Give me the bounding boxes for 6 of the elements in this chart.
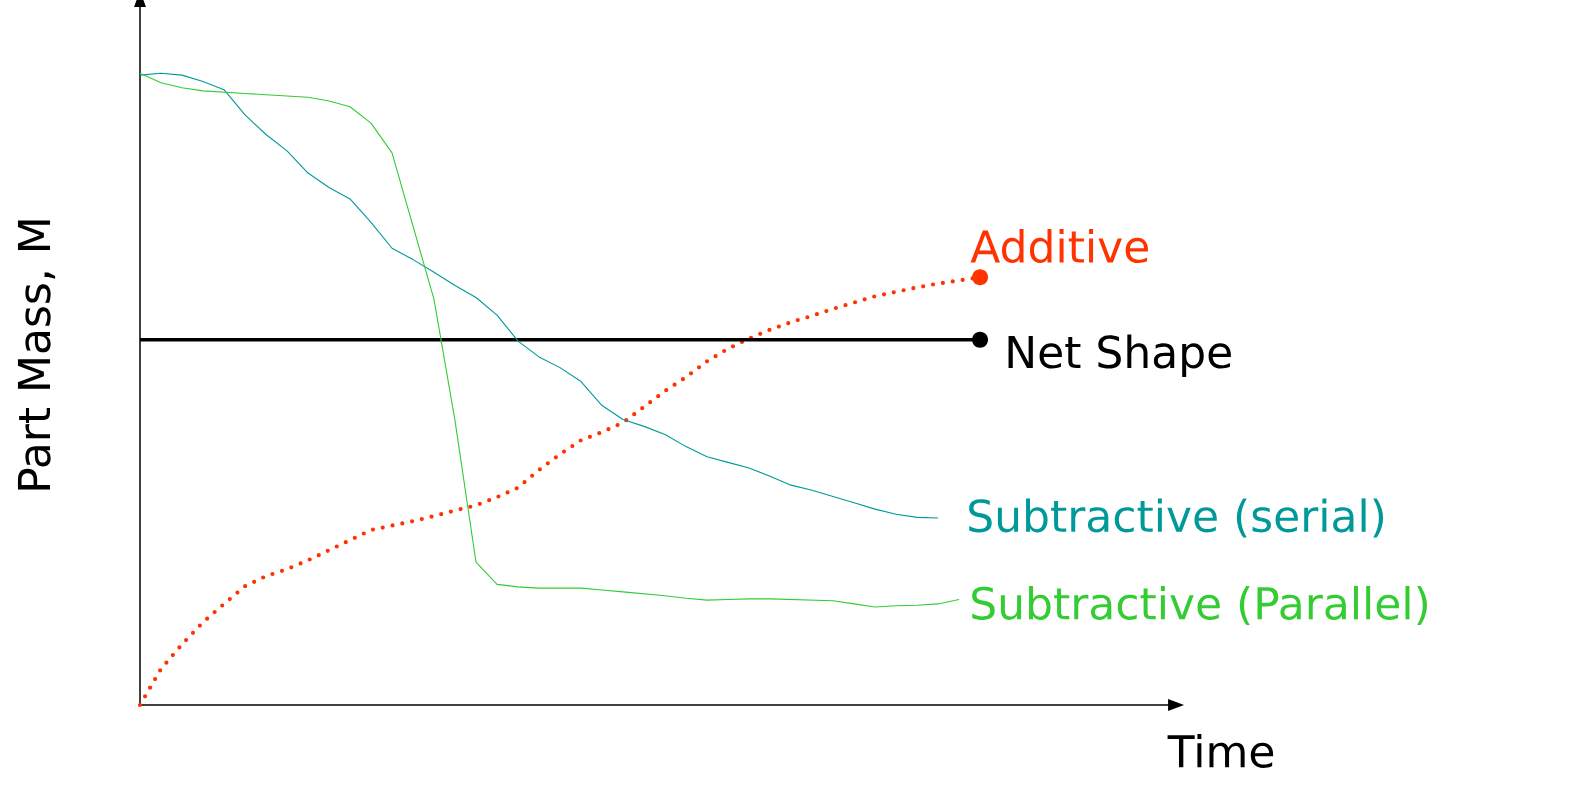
y-axis-title: Part Mass, M [17, 220, 56, 490]
series-label: Subtractive (serial) [969, 498, 1384, 538]
series-label: Subtractive (Parallel) [972, 585, 1427, 626]
series-label: Additive [970, 229, 1148, 264]
x-axis-title: Time [1167, 733, 1274, 768]
series-label: Net Shape [1008, 334, 1231, 378]
